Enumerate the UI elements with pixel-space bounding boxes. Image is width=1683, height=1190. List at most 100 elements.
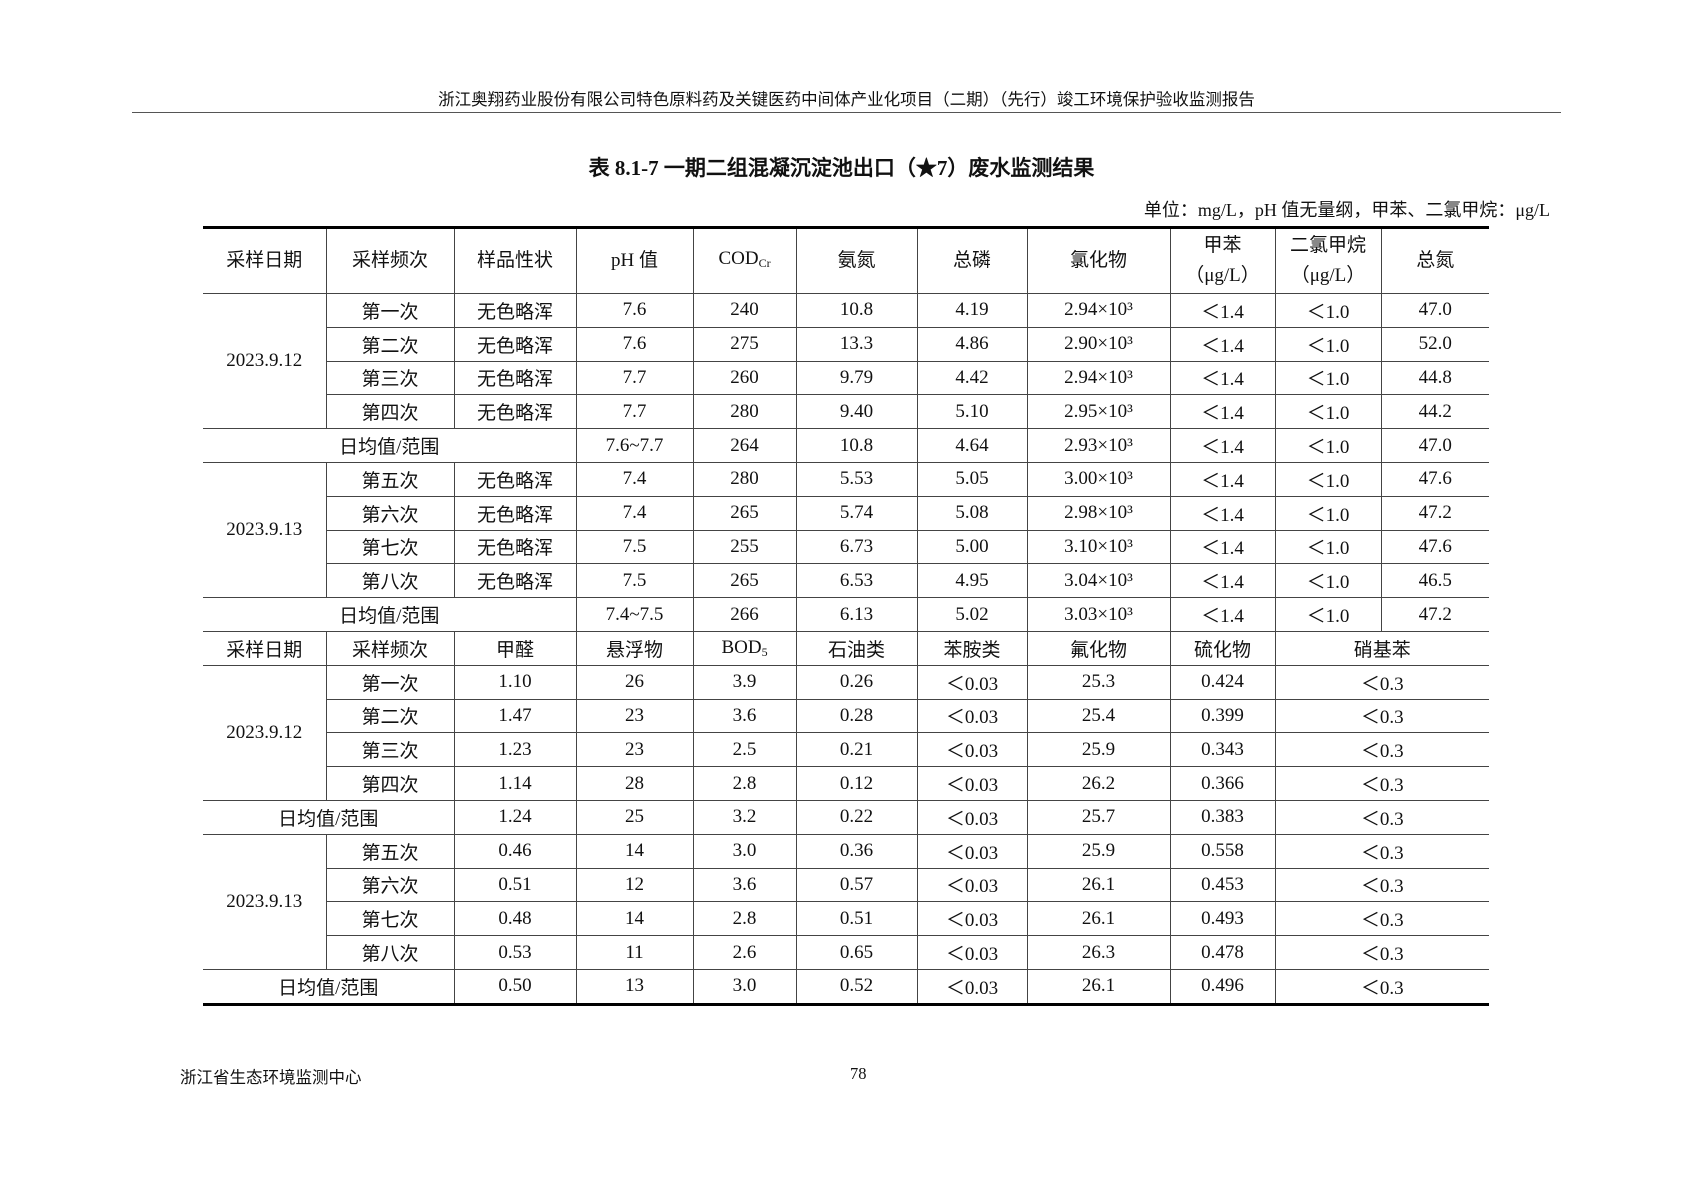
table-cell: 23 xyxy=(575,698,694,734)
table-cell: 无色略浑 xyxy=(453,394,577,430)
table-cell: 14 xyxy=(575,901,694,937)
table-cell: ＜1.0 xyxy=(1274,529,1382,565)
table-cell: 0.478 xyxy=(1169,935,1276,970)
table-cell: ＜1.0 xyxy=(1274,428,1382,463)
table-cell: 47.0 xyxy=(1380,428,1489,463)
header-label: 氨氮 xyxy=(837,250,876,271)
table-cell: 2.6 xyxy=(692,935,797,970)
table-cell: 52.0 xyxy=(1380,326,1489,362)
table-cell: 第三次 xyxy=(326,732,455,768)
table-row: 第六次 无色略浑 7.4 265 5.74 5.08 2.98×10³ ＜1.4 ＜1.0 47.… xyxy=(203,495,1489,531)
table-cell: ＜1.0 xyxy=(1274,597,1382,632)
table-cell: 7.4 xyxy=(575,495,694,531)
daily-average-row: 日均值/范围 1.24 25 3.2 0.22 ＜0.03 25.7 0.383 ＜0.3 xyxy=(203,799,1489,835)
table-cell: 7.6~7.7 xyxy=(575,428,694,463)
table-cell: ＜1.4 xyxy=(1169,461,1276,497)
table-cell: 0.496 xyxy=(1169,968,1276,1005)
table-row: 第四次 1.14 28 2.8 0.12 ＜0.03 26.2 0.366 ＜0.3 xyxy=(203,766,1489,801)
daily-average-row: 日均值/范围 7.4~7.5 266 6.13 5.02 3.03×10³ ＜1.4 ＜1.0… xyxy=(203,597,1489,632)
table-cell: ＜0.3 xyxy=(1274,732,1489,768)
table-cell: 3.0 xyxy=(692,833,797,869)
header-label: 氯化物 xyxy=(1069,250,1127,271)
table-cell: 0.424 xyxy=(1169,664,1276,700)
table-cell: ＜1.0 xyxy=(1274,326,1382,362)
table-cell: 0.65 xyxy=(795,935,918,970)
table-cell: 26.3 xyxy=(1026,935,1171,970)
header-label: 样品性状 xyxy=(476,250,553,271)
table-cell: 13 xyxy=(575,968,694,1005)
table-cell: 10.8 xyxy=(795,293,918,328)
table-cell: 25.7 xyxy=(1026,799,1171,835)
table-cell: 6.13 xyxy=(795,597,918,632)
table-cell: 5.74 xyxy=(795,495,918,531)
table-cell: 44.8 xyxy=(1380,360,1489,396)
table-cell: 2.8 xyxy=(692,766,797,801)
average-label: 日均值/范围 xyxy=(203,597,577,632)
daily-average-row: 日均值/范围 7.6~7.7 264 10.8 4.64 2.93×10³ ＜1.4 ＜1.0… xyxy=(203,428,1489,463)
table-cell: 14 xyxy=(575,833,694,869)
table-cell: 第七次 xyxy=(326,901,455,937)
table-cell: 3.6 xyxy=(692,698,797,734)
table-cell: 11 xyxy=(575,935,694,970)
table-cell: 0.366 xyxy=(1169,766,1276,801)
table-cell: 无色略浑 xyxy=(453,461,577,497)
column-header: pH 值 xyxy=(575,227,694,294)
table-cell: 第二次 xyxy=(326,698,455,734)
column-header: 悬浮物 xyxy=(575,630,694,666)
table-cell: 无色略浑 xyxy=(453,563,577,599)
table-cell: 5.08 xyxy=(916,495,1028,531)
table-cell: 47.2 xyxy=(1380,597,1489,632)
table-cell: 28 xyxy=(575,766,694,801)
table-cell: 264 xyxy=(692,428,797,463)
table-cell: 240 xyxy=(692,293,797,328)
table-cell: 2.8 xyxy=(692,901,797,937)
table-cell: 3.9 xyxy=(692,664,797,700)
table-cell: 26.2 xyxy=(1026,766,1171,801)
table-cell: ＜0.03 xyxy=(916,968,1028,1005)
table-cell: 1.24 xyxy=(453,799,577,835)
table-cell: 3.6 xyxy=(692,867,797,903)
table-cell: ＜0.3 xyxy=(1274,664,1489,700)
table-cell: 0.36 xyxy=(795,833,918,869)
table-cell: 0.51 xyxy=(453,867,577,903)
table-cell: ＜0.03 xyxy=(916,833,1028,869)
table-cell: 25.9 xyxy=(1026,732,1171,768)
average-label: 日均值/范围 xyxy=(203,799,455,835)
table-cell: 第三次 xyxy=(326,360,455,396)
table-cell: 0.22 xyxy=(795,799,918,835)
table-cell: 47.2 xyxy=(1380,495,1489,531)
table-cell: ＜0.3 xyxy=(1274,766,1489,801)
footer-organization: 浙江省生态环境监测中心 xyxy=(180,1068,362,1087)
table-cell: 5.00 xyxy=(916,529,1028,565)
table-cell: 第一次 xyxy=(325,293,455,328)
column-header: 二氯甲烷 （μg/L） xyxy=(1274,227,1382,294)
table-cell: 2.90×10³ xyxy=(1026,326,1171,362)
table-cell: 无色略浑 xyxy=(453,529,577,565)
table-cell: ＜1.4 xyxy=(1169,529,1276,565)
table-cell: ＜1.0 xyxy=(1274,495,1382,531)
column-header: 样品性状 xyxy=(453,227,577,294)
table-cell: 3.00×10³ xyxy=(1026,461,1171,497)
table-cell: 7.6 xyxy=(575,326,694,362)
table-cell: ＜0.03 xyxy=(916,935,1028,970)
table-cell: ＜0.3 xyxy=(1274,698,1489,734)
table-cell: 第八次 xyxy=(326,563,455,599)
table-row: 第六次 0.51 12 3.6 0.57 ＜0.03 26.1 0.453 ＜0.3 xyxy=(203,867,1489,903)
table-cell: 0.12 xyxy=(795,766,918,801)
table-cell: 9.40 xyxy=(795,394,918,430)
header-label: pH 值 xyxy=(611,250,658,271)
table-cell: ＜1.4 xyxy=(1169,597,1276,632)
table-cell: 266 xyxy=(692,597,797,632)
header-label: COD xyxy=(718,248,759,269)
header-unit: （μg/L） xyxy=(1185,265,1260,286)
column-header: 石油类 xyxy=(795,630,918,666)
table-cell: 3.10×10³ xyxy=(1026,529,1171,565)
table-cell: 0.52 xyxy=(795,968,918,1005)
table-cell: 2.93×10³ xyxy=(1026,428,1171,463)
average-label: 日均值/范围 xyxy=(203,428,577,463)
table-cell: 5.53 xyxy=(795,461,918,497)
table-row: 第八次 无色略浑 7.5 265 6.53 4.95 3.04×10³ ＜1.4 ＜1.0 46.… xyxy=(203,563,1489,599)
table-cell: ＜1.4 xyxy=(1169,428,1276,463)
table-cell: 13.3 xyxy=(795,326,918,362)
table-cell: 7.5 xyxy=(575,563,694,599)
